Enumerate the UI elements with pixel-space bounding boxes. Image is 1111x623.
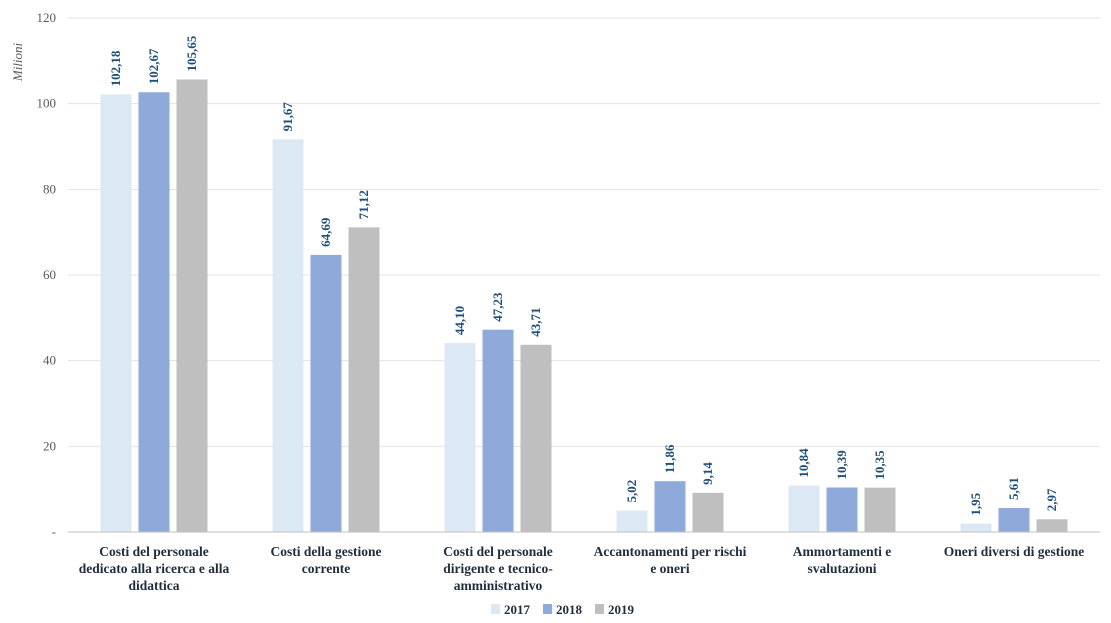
data-label: 9,14 (700, 462, 715, 485)
bar-2017 (616, 510, 648, 532)
bars (100, 79, 1068, 533)
legend-label: 2017 (504, 602, 531, 617)
data-label: 105,65 (184, 35, 199, 71)
x-tick-label: dedicato alla ricerca e alla (79, 561, 230, 576)
legend: 2017 2018 2019 (491, 602, 635, 617)
legend-swatch-2018 (543, 604, 552, 614)
data-label: 43,71 (528, 308, 543, 337)
x-tick-label: Accantonamenti per rischi (594, 544, 747, 559)
data-label: 71,12 (356, 190, 371, 219)
bar-2018 (310, 254, 342, 532)
legend-label: 2019 (608, 602, 635, 617)
bar-2019 (1036, 519, 1068, 532)
bar-2019 (176, 79, 208, 533)
bar-2019 (864, 487, 896, 532)
x-axis: Costi del personale dedicato alla ricerca… (79, 544, 1085, 593)
bar-2018 (482, 329, 514, 532)
y-tick-label: 120 (37, 10, 57, 25)
x-tick-label: Costi della gestione (271, 544, 382, 559)
data-label: 64,69 (318, 217, 333, 247)
x-tick-label: Costi del personale (99, 544, 209, 559)
y-axis: - 20 40 60 80 100 120 (37, 10, 57, 539)
data-label: 5,02 (624, 480, 639, 503)
data-label: 102,67 (146, 48, 161, 84)
y-tick-label: - (52, 524, 56, 539)
y-tick-label: 100 (37, 96, 57, 111)
data-label: 91,67 (280, 102, 295, 132)
data-label: 11,86 (662, 444, 677, 473)
x-tick-label: corrente (302, 561, 350, 576)
x-tick-label: didattica (128, 578, 179, 593)
data-labels: 102,18 91,67 44,10 5,02 10,84 1,95 102,67 64,69… (108, 35, 1059, 515)
data-label: 5,61 (1006, 477, 1021, 500)
data-label: 1,95 (968, 492, 983, 515)
y-tick-label: 60 (43, 267, 56, 282)
bar-2017 (444, 343, 476, 532)
data-label: 2,97 (1044, 488, 1059, 511)
data-label: 102,18 (108, 50, 123, 86)
bar-2019 (520, 344, 552, 532)
bar-2019 (692, 492, 724, 532)
bar-2018 (138, 92, 170, 532)
bar-2017 (960, 523, 992, 532)
bar-2018 (654, 481, 686, 532)
x-tick-label: Ammortamenti e (793, 544, 892, 559)
legend-swatch-2017 (491, 604, 500, 614)
x-tick-label: Oneri diversi di gestione (944, 544, 1085, 559)
legend-swatch-2019 (595, 604, 604, 614)
y-tick-label: 20 (43, 438, 56, 453)
x-tick-label: amministrativo (454, 578, 543, 593)
data-label: 44,10 (452, 306, 467, 335)
data-label: 10,84 (796, 448, 811, 478)
data-label: 47,23 (490, 292, 505, 322)
data-label: 10,35 (872, 450, 887, 480)
bar-2018 (826, 487, 858, 532)
y-axis-label: Milioni (10, 42, 25, 82)
x-tick-label: e oneri (650, 561, 690, 576)
x-tick-label: svalutazioni (807, 561, 876, 576)
gridlines (68, 17, 1100, 447)
y-tick-label: 40 (43, 353, 56, 368)
data-label: 10,39 (834, 450, 849, 480)
bar-2018 (998, 507, 1030, 532)
x-tick-label: dirigente e tecnico- (443, 561, 552, 576)
bar-2019 (348, 227, 380, 533)
y-tick-label: 80 (43, 181, 56, 196)
x-tick-label: Costi del personale (443, 544, 553, 559)
legend-label: 2018 (556, 602, 583, 617)
bar-2017 (100, 94, 132, 532)
bar-2017 (272, 139, 304, 532)
bar-2017 (788, 485, 820, 532)
